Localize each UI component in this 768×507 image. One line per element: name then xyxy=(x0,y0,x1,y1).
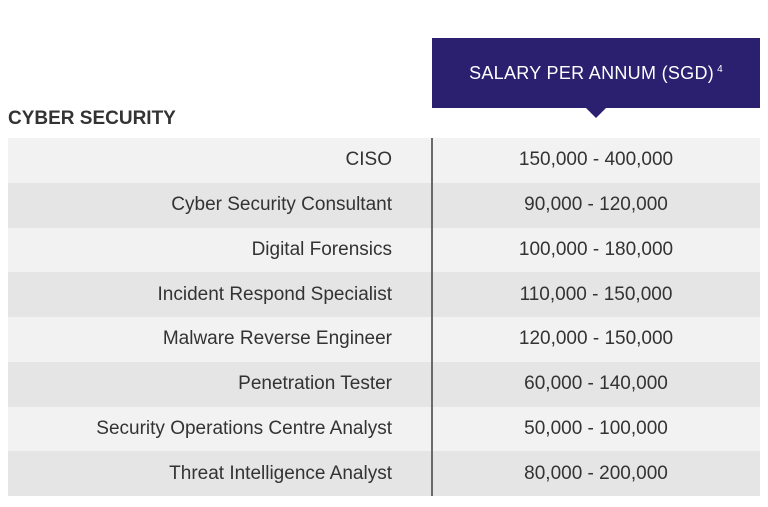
salary-cell: 60,000 - 140,000 xyxy=(524,373,668,395)
column-divider xyxy=(431,138,433,496)
header-title: SALARY PER ANNUM (SGD) xyxy=(469,62,715,83)
role-cell: Threat Intelligence Analyst xyxy=(169,462,392,484)
salary-cell: 110,000 - 150,000 xyxy=(519,283,673,305)
table-row: Penetration Tester 60,000 - 140,000 xyxy=(8,361,760,407)
table-row: Incident Respond Specialist 110,000 - 150… xyxy=(8,272,760,317)
table-row: CISO 150,000 - 400,000 xyxy=(8,138,760,183)
role-cell: Malware Reverse Engineer xyxy=(162,328,392,350)
table: CISO 150,000 - 400,000 Cyber Security Cons… xyxy=(8,138,760,496)
table-row: Digital Forensics 100,000 - 180,000 xyxy=(8,227,760,273)
role-cell: Security Operations Centre Analyst xyxy=(96,417,392,439)
table-row: Cyber Security Consultant 90,000 - 120,00… xyxy=(8,182,760,228)
salary-cell: 150,000 - 400,000 xyxy=(518,149,674,171)
footnote-mark: 4 xyxy=(717,63,723,75)
salary-cell: 90,000 - 120,000 xyxy=(524,194,668,216)
role-cell: Incident Respond Specialist xyxy=(157,283,392,305)
role-cell: CISO xyxy=(345,149,392,171)
role-cell: Digital Forensics xyxy=(251,238,392,260)
table-row: Security Operations Centre Analyst 50,000… xyxy=(8,406,760,452)
salary-cell: 80,000 - 200,000 xyxy=(524,462,668,484)
section-title: CYBER SECURITY xyxy=(8,108,176,129)
table-row: Threat Intelligence Analyst 80,000 - 200,… xyxy=(8,451,760,496)
table-row: Malware Reverse Engineer 120,000 - 150,00… xyxy=(8,317,760,362)
role-cell: Penetration Tester xyxy=(238,373,392,395)
header-pointer xyxy=(586,108,606,118)
salary-cell: 50,000 - 100,000 xyxy=(524,417,668,439)
salary-cell: 120,000 - 150,000 xyxy=(518,328,674,350)
column-header: SALARY PER ANNUM (SGD) 4 xyxy=(432,38,760,108)
salary-cell: 100,000 - 180,000 xyxy=(518,238,674,260)
role-cell: Cyber Security Consultant xyxy=(171,194,392,216)
